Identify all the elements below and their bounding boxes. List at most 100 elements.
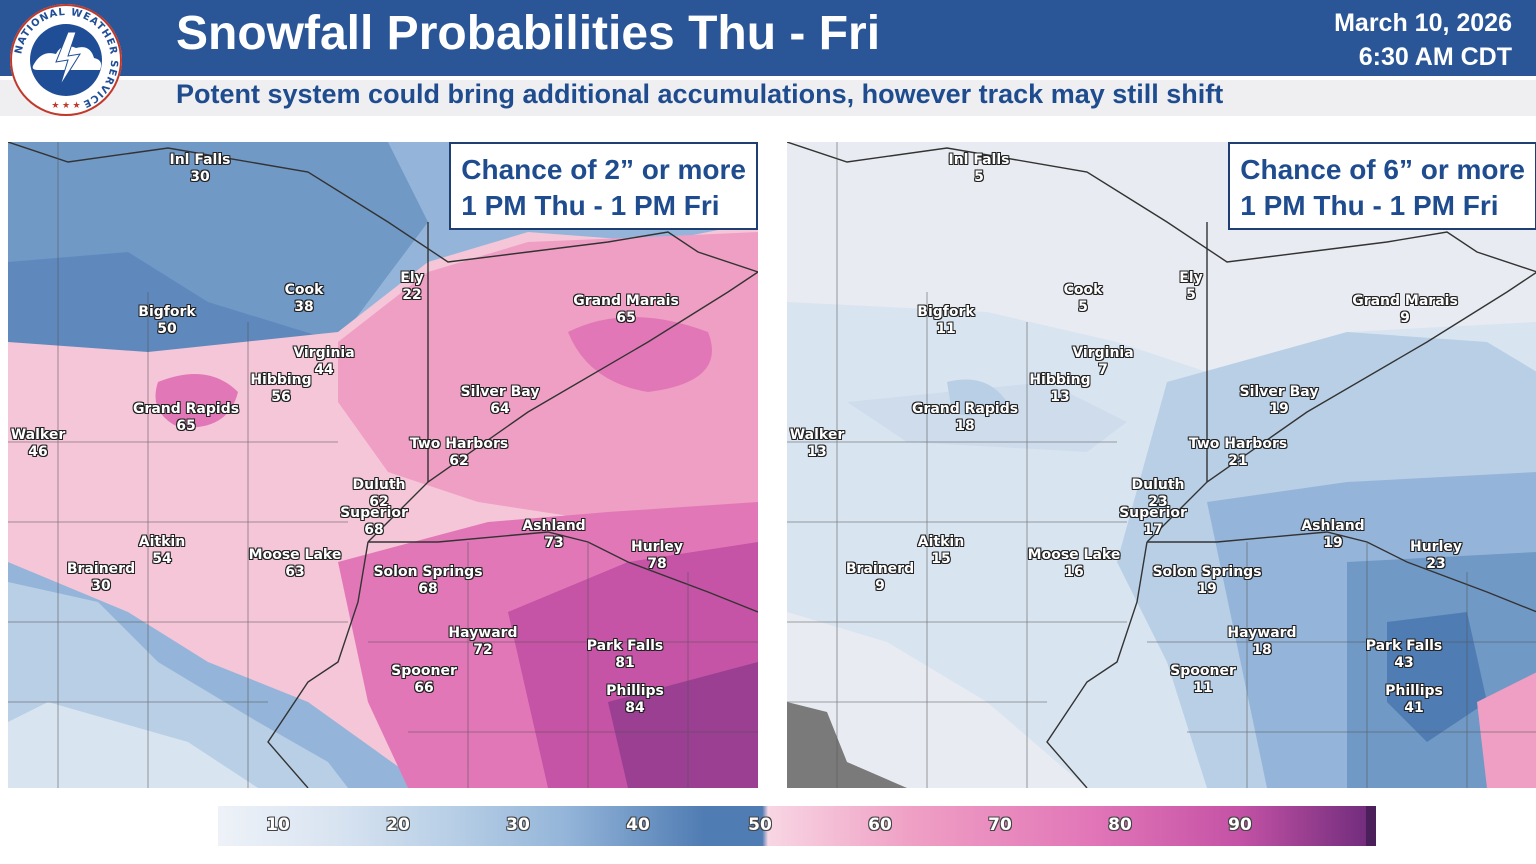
city-probability: 23 — [1148, 494, 1168, 510]
city-name: Hayward — [448, 625, 518, 641]
legend-label: 40 — [626, 815, 650, 835]
city-probability: 5 — [974, 169, 984, 185]
legend-label: 60 — [868, 815, 892, 835]
city-name: Duluth — [352, 477, 406, 493]
chance-label-box-2in: Chance of 2” or more 1 PM Thu - 1 PM Fri — [449, 142, 758, 230]
city-label: Aitkin 15 — [918, 534, 964, 568]
city-label: Phillips 41 — [1385, 683, 1443, 717]
city-label: Grand Rapids 65 — [133, 401, 239, 435]
city-label: Hibbing 56 — [250, 372, 311, 406]
city-name: Hurley — [1409, 539, 1463, 555]
city-name: Duluth — [1131, 477, 1185, 493]
city-name: Bigfork — [917, 304, 975, 320]
city-probability: 13 — [807, 444, 827, 460]
city-probability: 81 — [615, 655, 635, 671]
city-probability: 72 — [473, 642, 493, 658]
city-label: Bigfork 11 — [917, 304, 974, 338]
city-probability: 30 — [91, 578, 111, 594]
city-label: Two Harbors 62 — [410, 436, 508, 470]
city-name: Virginia — [293, 345, 355, 361]
city-probability: 5 — [1186, 287, 1196, 303]
city-name: Inl Falls — [169, 152, 231, 168]
issue-datetime: March 10, 2026 6:30 AM CDT — [1334, 6, 1512, 74]
city-name: Hayward — [1227, 625, 1297, 641]
city-probability: 19 — [1269, 401, 1289, 417]
city-probability: 19 — [1323, 535, 1343, 551]
city-label: Hibbing 13 — [1029, 372, 1090, 406]
city-name: Park Falls — [1365, 638, 1443, 654]
city-label: Hurley 78 — [631, 539, 683, 573]
chance-period-label: 1 PM Thu - 1 PM Fri — [1240, 190, 1499, 221]
city-label: Brainerd 30 — [67, 561, 135, 595]
city-name: Brainerd — [66, 561, 136, 577]
city-name: Silver Bay — [1239, 384, 1319, 400]
city-name: Hibbing — [250, 372, 312, 388]
map-panel-2in: Chance of 2” or more 1 PM Thu - 1 PM Fri… — [8, 142, 758, 788]
city-name: Ashland — [1301, 518, 1365, 534]
city-probability: 17 — [1143, 522, 1163, 538]
probability-map-2in — [8, 142, 758, 788]
city-probability: 22 — [402, 287, 422, 303]
city-probability: 18 — [955, 418, 975, 434]
city-probability: 73 — [544, 535, 564, 551]
city-probability: 62 — [369, 494, 389, 510]
city-probability: 41 — [1404, 700, 1424, 716]
city-label: Moose Lake 63 — [249, 547, 342, 581]
city-name: Silver Bay — [460, 384, 540, 400]
legend-label: 90 — [1228, 815, 1252, 835]
city-name: Walker — [789, 427, 845, 443]
city-probability: 7 — [1098, 362, 1108, 378]
city-label: Virginia 7 — [1072, 345, 1133, 379]
city-name: Grand Rapids — [911, 401, 1019, 417]
city-name: Aitkin — [917, 534, 965, 550]
city-label: Inl Falls 5 — [949, 152, 1010, 186]
map-panel-6in: Chance of 6” or more 1 PM Thu - 1 PM Fri… — [787, 142, 1536, 788]
city-name: Cook — [284, 282, 324, 298]
city-name: Hibbing — [1029, 372, 1091, 388]
city-name: Bigfork — [138, 304, 196, 320]
city-name: Grand Rapids — [132, 401, 240, 417]
city-probability: 65 — [176, 418, 196, 434]
city-name: Walker — [10, 427, 66, 443]
city-name: Aitkin — [138, 534, 186, 550]
city-name: Grand Marais — [1352, 293, 1458, 309]
city-probability: 13 — [1050, 389, 1070, 405]
city-label: Ely 22 — [400, 270, 424, 304]
city-label: Park Falls 43 — [1366, 638, 1443, 672]
city-label: Walker 46 — [11, 427, 66, 461]
city-probability: 11 — [1193, 680, 1213, 696]
chance-threshold-label: Chance of 6” or more — [1240, 154, 1525, 185]
city-probability: 62 — [449, 453, 469, 469]
legend-label: 10 — [266, 815, 290, 835]
page-subtitle: Potent system could bring additional acc… — [176, 79, 1224, 109]
city-label: Moose Lake 16 — [1028, 547, 1121, 581]
city-probability: 50 — [157, 321, 177, 337]
city-label: Virginia 44 — [293, 345, 354, 379]
city-label: Silver Bay 19 — [1240, 384, 1319, 418]
city-label: Ashland 19 — [1301, 518, 1364, 552]
city-probability: 68 — [418, 581, 438, 597]
city-probability: 63 — [285, 564, 305, 580]
city-probability: 30 — [190, 169, 210, 185]
legend-label: 50 — [748, 815, 772, 835]
issue-date: March 10, 2026 — [1334, 9, 1512, 37]
city-label: Superior 17 — [1119, 505, 1187, 539]
city-name: Park Falls — [586, 638, 664, 654]
chance-period-label: 1 PM Thu - 1 PM Fri — [461, 190, 720, 221]
city-probability: 56 — [271, 389, 291, 405]
city-label: Duluth 62 — [352, 477, 405, 511]
city-name: Solon Springs — [373, 564, 483, 580]
city-label: Brainerd 9 — [846, 561, 914, 595]
city-probability: 9 — [875, 578, 885, 594]
city-name: Spooner — [391, 663, 457, 679]
city-label: Hayward 18 — [1227, 625, 1296, 659]
city-label: Walker 13 — [790, 427, 845, 461]
city-probability: 78 — [647, 556, 667, 572]
legend-label: 70 — [988, 815, 1012, 835]
city-probability: 68 — [364, 522, 384, 538]
city-name: Virginia — [1072, 345, 1134, 361]
city-name: Cook — [1063, 282, 1103, 298]
city-name: Brainerd — [845, 561, 915, 577]
city-name: Two Harbors — [1188, 436, 1288, 452]
city-label: Inl Falls 30 — [170, 152, 231, 186]
